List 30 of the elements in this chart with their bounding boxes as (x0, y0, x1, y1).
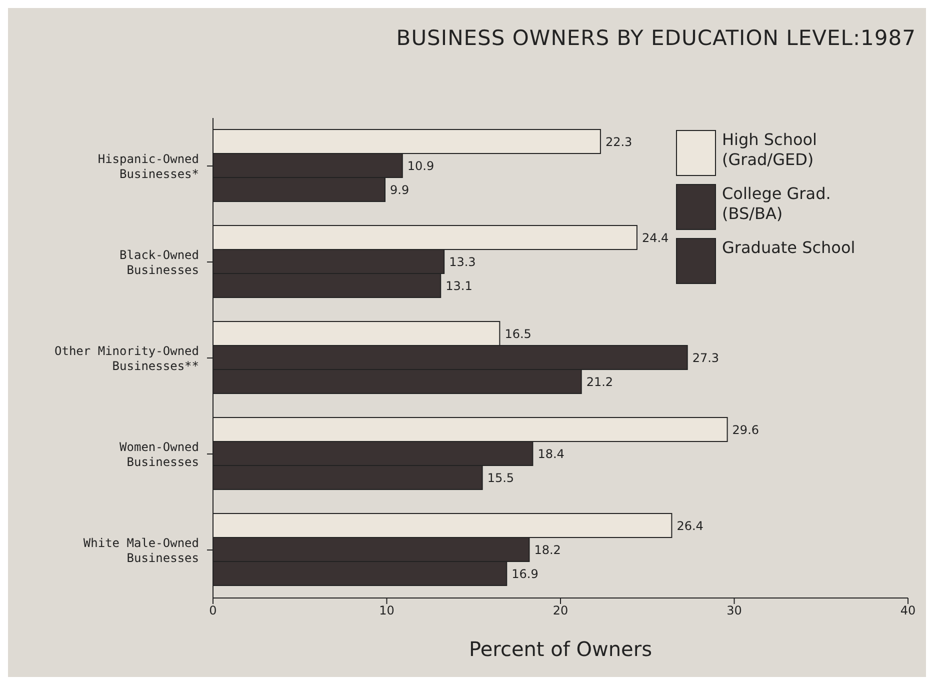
text: Graduate School (722, 238, 856, 258)
y-tick-label: Hispanic-Owned Businesses* (98, 152, 199, 181)
data-label: 13.1 (446, 278, 472, 293)
text: College Grad. (BS/BA) (722, 184, 832, 224)
data-label: 29.6 (732, 422, 760, 437)
data-label: 13.3 (449, 254, 476, 269)
text: High School (Grad/GED) (722, 130, 818, 170)
data-label: 16.5 (504, 326, 532, 341)
y-tick-label: Black-Owned Businesses (120, 248, 199, 277)
data-label: 16.9 (512, 566, 538, 581)
data-label: 22.3 (605, 134, 632, 149)
data-label: 18.4 (538, 446, 564, 461)
x-tick-label: 30 (726, 604, 742, 618)
data-label: 9.9 (390, 182, 410, 197)
y-tick-label: Women-Owned Businesses (120, 440, 199, 469)
data-label: 15.5 (487, 470, 514, 485)
x-tick-label: 10 (379, 604, 394, 618)
y-tick-label: Other Minority-Owned Businesses** (54, 344, 199, 373)
x-tick-label: 20 (552, 604, 568, 618)
data-label: 21.2 (586, 374, 614, 389)
x-tick-label: 40 (900, 604, 916, 618)
data-label: 24.4 (642, 230, 669, 245)
y-tick-label: White Male-Owned Businesses (83, 536, 199, 565)
data-label: 10.9 (407, 158, 434, 173)
chart-title: BUSINESS OWNERS BY EDUCATION LEVEL:1987 (396, 26, 916, 50)
data-label: 26.4 (676, 518, 704, 533)
x-tick-label: 0 (209, 604, 217, 618)
x-axis-title: Percent of Owners (469, 637, 652, 661)
data-label: 27.3 (692, 350, 720, 365)
data-label: 18.2 (534, 542, 561, 557)
